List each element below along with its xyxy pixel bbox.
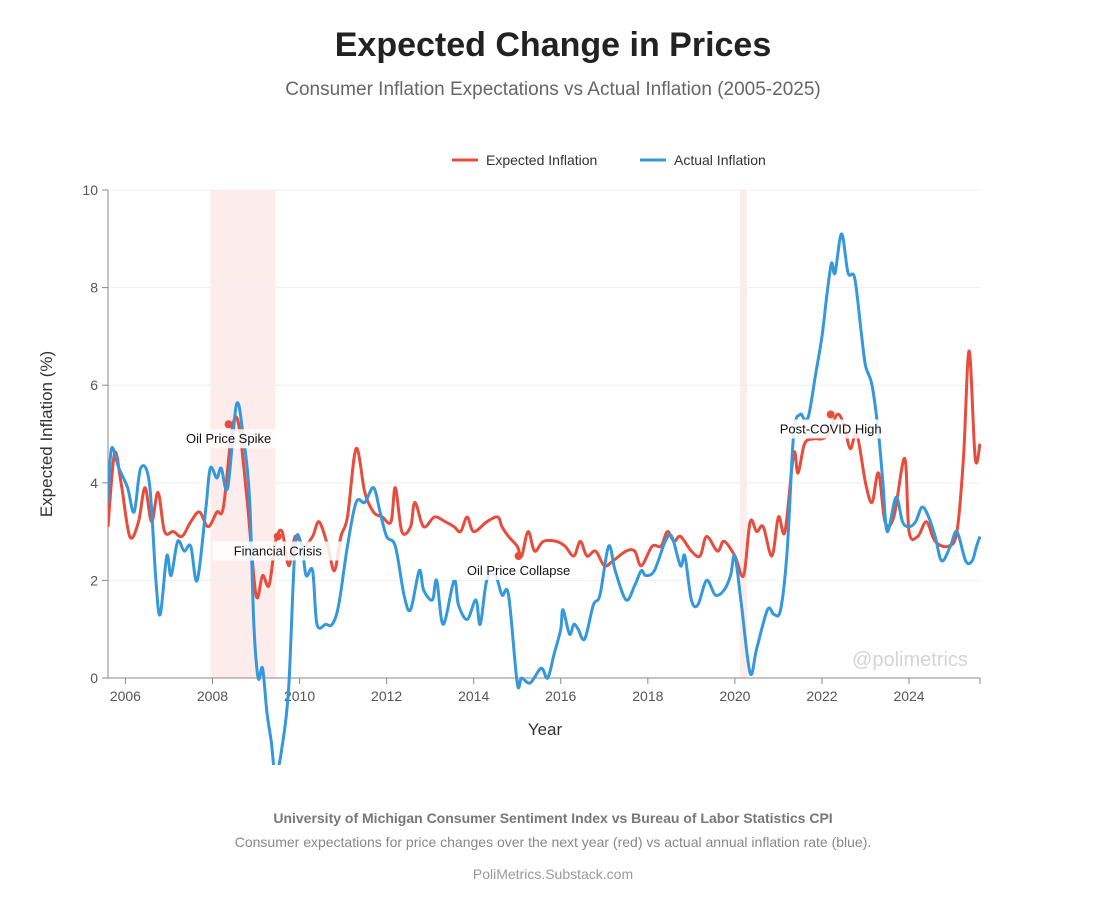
x-tick-label: 2018 <box>632 688 663 704</box>
y-tick-label: 4 <box>90 475 98 491</box>
annotation-bg <box>212 541 343 561</box>
annotation-bg <box>445 561 592 580</box>
annotation-dot <box>273 532 282 541</box>
x-tick-label: 2006 <box>110 688 141 704</box>
x-tick-label: 2024 <box>893 688 924 704</box>
y-axis-label: Expected Inflation (%) <box>37 351 56 517</box>
recession-shade <box>740 190 748 678</box>
x-tick-label: 2020 <box>719 688 750 704</box>
x-tick-label: 2010 <box>284 688 315 704</box>
footer-source: University of Michigan Consumer Sentimen… <box>273 810 833 826</box>
x-tick-label: 2012 <box>371 688 402 704</box>
footer-site-link[interactable]: PoliMetrics.Substack.com <box>472 866 634 882</box>
y-tick-label: 10 <box>82 182 98 198</box>
x-tick-label: 2016 <box>545 688 576 704</box>
footer-note: Consumer expectations for price changes … <box>234 834 872 850</box>
x-tick-label: 2014 <box>458 688 489 704</box>
legend-label: Actual Inflation <box>674 152 766 168</box>
annotation-label: Oil Price Collapse <box>467 563 570 578</box>
annotation-dot <box>826 410 835 419</box>
legend-label: Expected Inflation <box>486 152 597 168</box>
annotation-dot <box>514 552 523 560</box>
y-tick-label: 0 <box>90 670 98 686</box>
annotation-label: Financial Crisis <box>234 543 323 558</box>
annotation-label: Post-COVID High <box>780 421 882 436</box>
chart-title: Expected Change in Prices <box>334 26 772 64</box>
annotation-bg <box>167 429 291 449</box>
actual-inflation-line <box>108 232 981 765</box>
annotation-bg <box>769 419 893 439</box>
y-tick-label: 8 <box>90 280 98 296</box>
watermark: @polimetrics <box>852 649 968 671</box>
y-tick-label: 2 <box>90 572 98 588</box>
x-tick-label: 2008 <box>197 688 228 704</box>
x-axis-label: Year <box>528 720 563 739</box>
annotation-dot <box>224 420 233 429</box>
x-tick-label: 2022 <box>806 688 837 704</box>
chart-subtitle: Consumer Inflation Expectations vs Actua… <box>285 79 821 100</box>
annotation-label: Oil Price Spike <box>186 431 271 446</box>
y-tick-label: 6 <box>90 377 98 393</box>
